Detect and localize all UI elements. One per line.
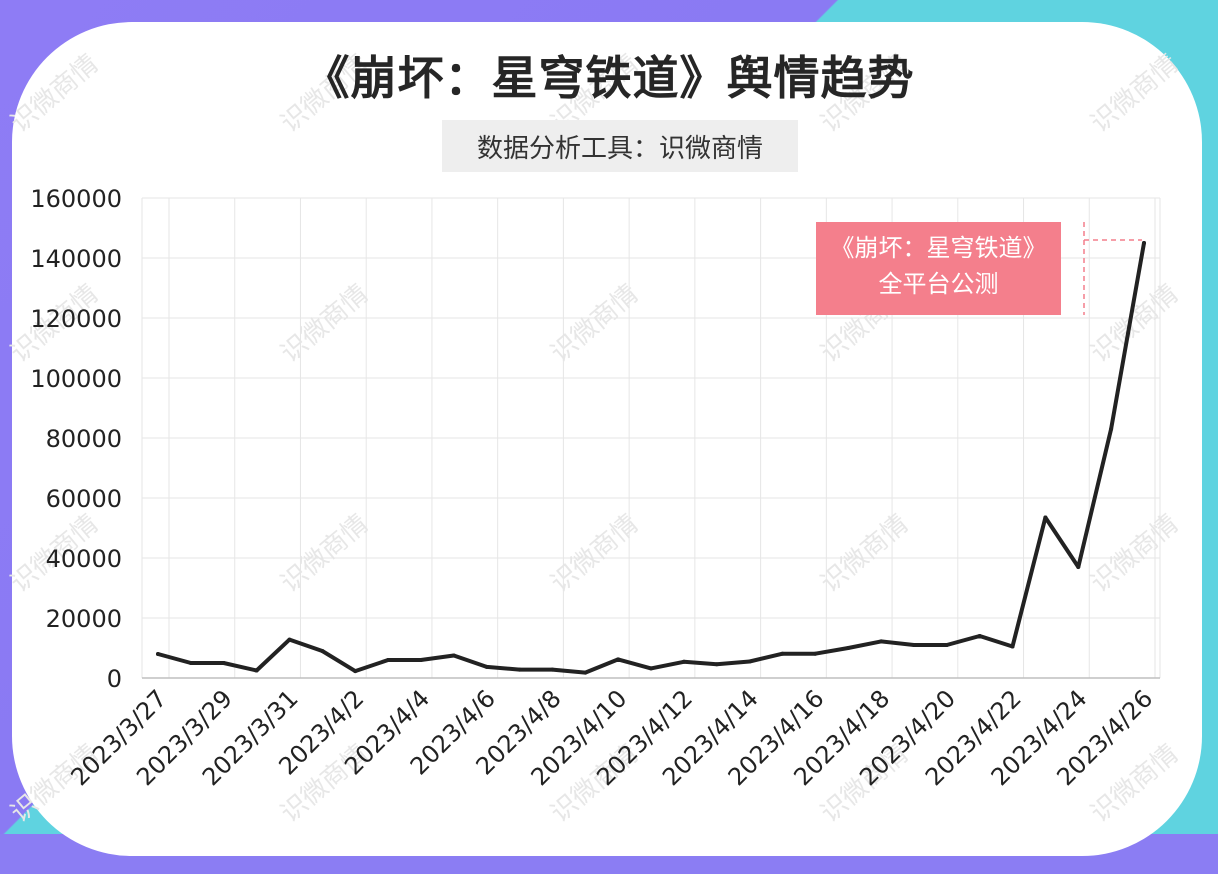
data-point [418, 658, 423, 662]
chart-title: 《崩坏：星穹铁道》舆情趋势 [303, 51, 915, 105]
y-tick-label: 40000 [46, 545, 122, 573]
data-point [846, 646, 851, 650]
data-point [1076, 565, 1081, 569]
x-axis-ticks: 2023/3/272023/3/292023/3/312023/4/22023/… [65, 684, 1158, 791]
y-tick-label: 140000 [30, 245, 122, 273]
y-tick-label: 60000 [46, 485, 122, 513]
data-point [977, 634, 982, 638]
y-tick-label: 120000 [30, 305, 122, 333]
watermark-text: 识微商情 [275, 509, 374, 599]
y-tick-label: 20000 [46, 605, 122, 633]
data-point [156, 652, 160, 656]
series-layer [156, 241, 1146, 675]
data-point [221, 661, 226, 665]
data-point [813, 651, 818, 656]
annotation-leader [1083, 222, 1142, 315]
data-point [386, 658, 391, 662]
data-point [944, 643, 949, 647]
annotation-box: 《崩坏：星穹铁道》全平台公测 [816, 222, 1061, 315]
data-point [1109, 427, 1114, 431]
data-point [451, 653, 456, 658]
watermark-text: 识微商情 [1085, 509, 1184, 599]
data-point [681, 659, 686, 664]
data-point [1043, 515, 1048, 520]
data-point [747, 659, 752, 664]
data-point [1010, 644, 1015, 649]
y-tick-label: 100000 [30, 365, 122, 393]
data-point [517, 667, 522, 672]
data-point [780, 651, 785, 656]
y-tick-label: 80000 [46, 425, 122, 453]
y-tick-label: 160000 [30, 185, 122, 213]
y-tick-label: 0 [107, 665, 122, 693]
data-point [714, 662, 719, 667]
data-point [583, 670, 588, 675]
data-point [287, 637, 292, 642]
data-point [188, 661, 193, 665]
chart-subtitle: 数据分析工具：识微商情 [442, 120, 798, 172]
data-point [911, 643, 916, 647]
data-point [1142, 241, 1146, 245]
watermark-text: 识微商情 [815, 509, 914, 599]
data-point [879, 639, 884, 644]
y-axis-ticks: 0 20000 40000 60000 80000 100000 120000 140000 1… [30, 185, 122, 693]
data-point [320, 649, 325, 653]
data-point [353, 669, 358, 674]
data-point [616, 657, 621, 662]
watermark-text: 识微商情 [275, 279, 374, 369]
data-point [484, 664, 489, 669]
data-point [550, 667, 555, 672]
data-point [649, 666, 653, 671]
data-point [254, 668, 259, 673]
